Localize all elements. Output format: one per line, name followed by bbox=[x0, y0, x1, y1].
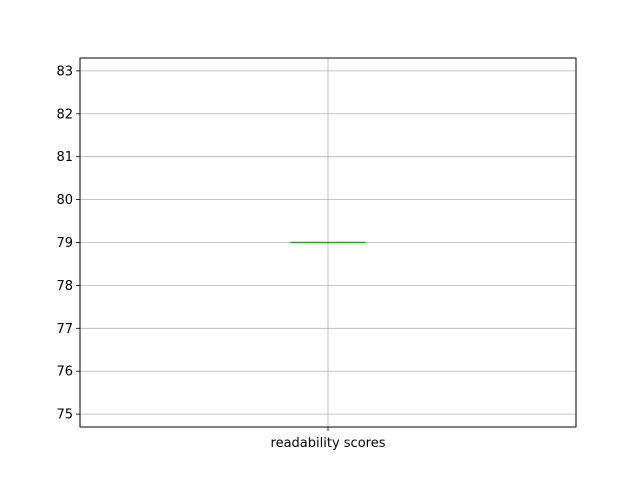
y-tick-label: 81 bbox=[56, 150, 73, 165]
y-tick-label: 79 bbox=[56, 236, 73, 251]
y-tick-label: 75 bbox=[56, 408, 73, 423]
y-tick-label: 77 bbox=[56, 322, 73, 337]
y-tick-label: 76 bbox=[56, 365, 73, 380]
y-tick-label: 82 bbox=[56, 107, 73, 122]
x-tick-label: readability scores bbox=[271, 436, 386, 451]
tick-layer: 75 76 77 78 79 80 81 82 83 readability scores bbox=[56, 64, 385, 451]
y-tick-label: 78 bbox=[56, 279, 73, 294]
y-tick-label: 80 bbox=[56, 193, 73, 208]
y-tick-label: 83 bbox=[56, 64, 73, 79]
